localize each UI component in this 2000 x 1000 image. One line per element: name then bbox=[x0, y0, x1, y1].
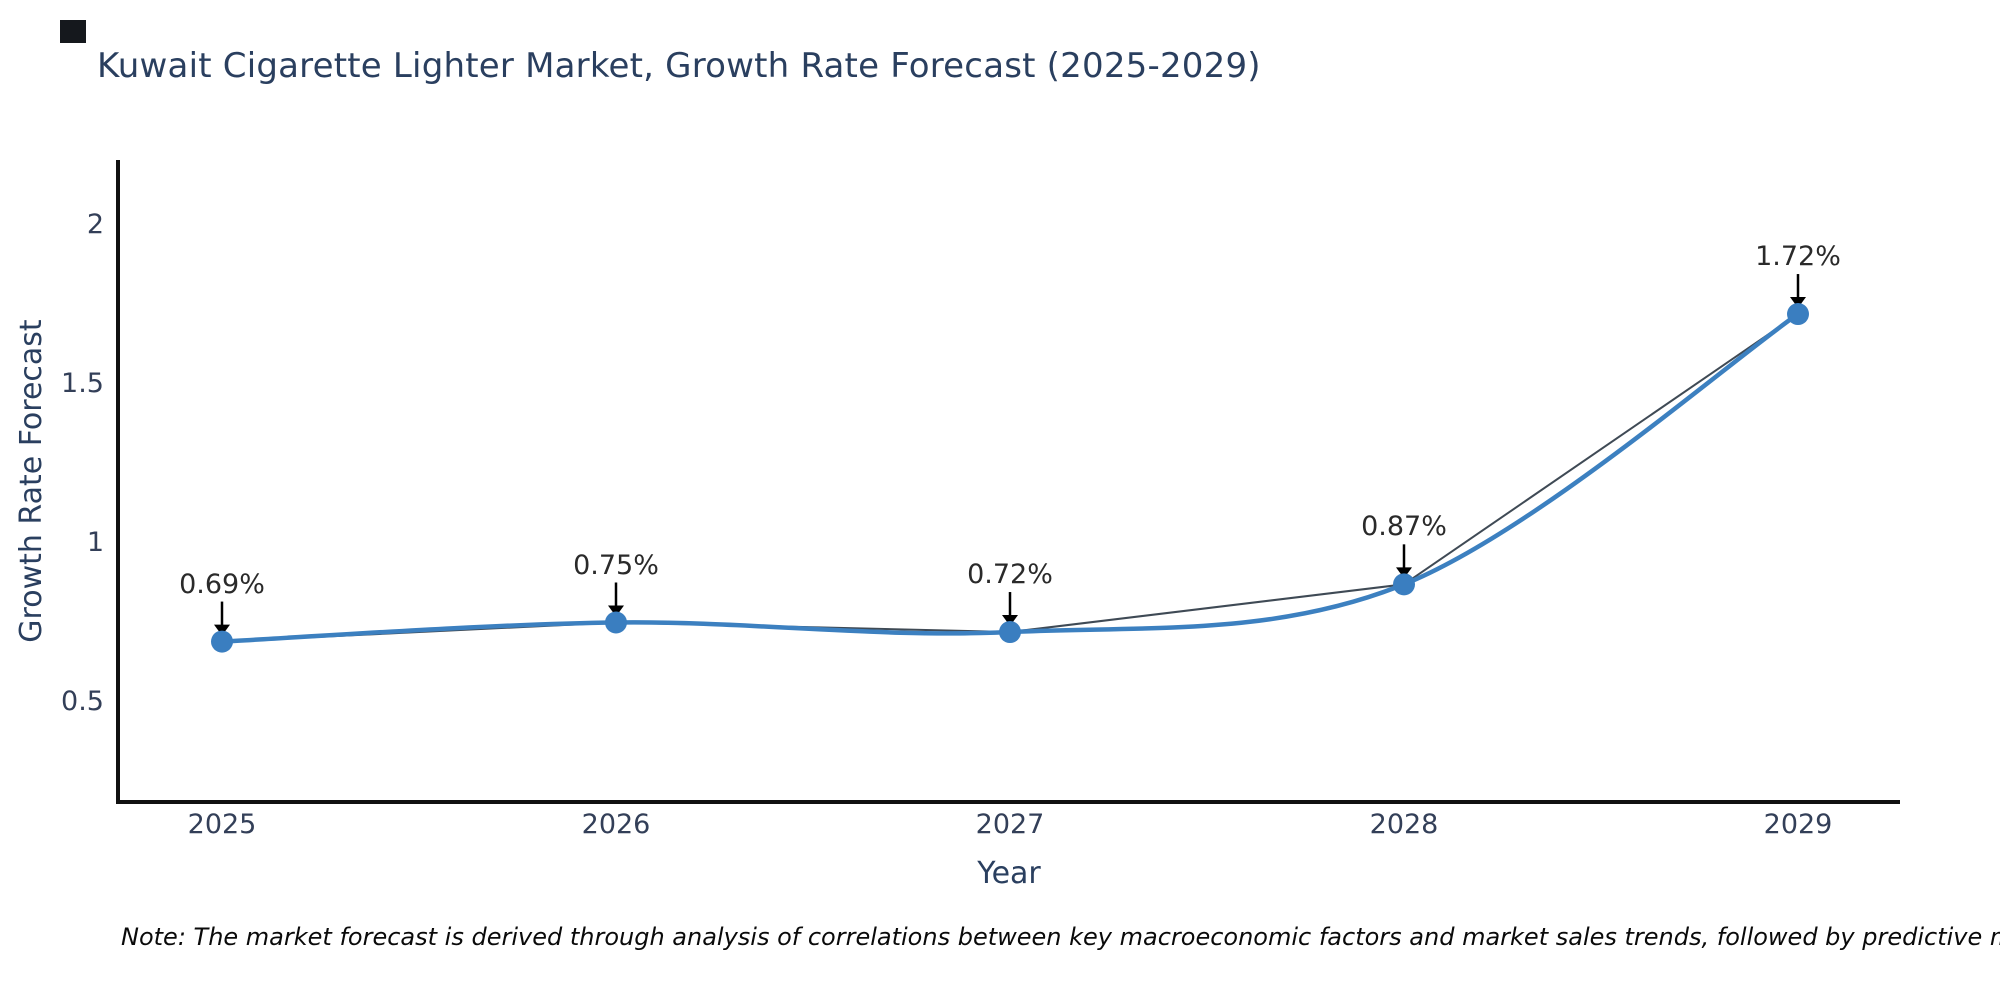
x-tick-2026: 2026 bbox=[581, 809, 651, 840]
annotation-arrow-head bbox=[608, 605, 624, 617]
annotation-arrow-head bbox=[1790, 297, 1806, 309]
x-tick-2025: 2025 bbox=[187, 809, 257, 840]
annotation-2028: 0.87% bbox=[1361, 511, 1447, 543]
annotation-2027: 0.72% bbox=[967, 559, 1053, 591]
x-tick-2027: 2027 bbox=[975, 809, 1045, 840]
annotation-2029: 1.72% bbox=[1755, 241, 1841, 273]
annotation-arrow-head bbox=[1002, 615, 1018, 627]
x-axis-title: Year bbox=[977, 856, 1041, 891]
chart-title: Kuwait Cigarette Lighter Market, Growth … bbox=[97, 46, 1261, 86]
annotation-2026: 0.75% bbox=[573, 549, 659, 581]
data-point-2028[interactable] bbox=[1393, 573, 1415, 596]
data-point-2025[interactable] bbox=[211, 630, 233, 653]
x-tick-2029: 2029 bbox=[1763, 809, 1833, 840]
data-point-2027[interactable] bbox=[999, 621, 1021, 644]
annotation-2025: 0.69% bbox=[179, 568, 265, 600]
screenshot-artifact-square bbox=[60, 20, 86, 43]
data-point-2029[interactable] bbox=[1787, 303, 1809, 326]
data-point-2026[interactable] bbox=[605, 611, 627, 634]
y-tick-1: 1 bbox=[86, 527, 104, 558]
y-axis-title: Growth Rate Forecast bbox=[14, 319, 49, 643]
y-tick-2: 2 bbox=[86, 209, 104, 240]
y-tick-0-5: 0.5 bbox=[61, 686, 104, 717]
footnote: Note: The market forecast is derived thr… bbox=[121, 923, 2000, 951]
annotation-arrow-head bbox=[1396, 567, 1412, 579]
x-tick-2028: 2028 bbox=[1369, 809, 1439, 840]
y-tick-1-5: 1.5 bbox=[61, 368, 104, 399]
annotation-arrow-head bbox=[214, 624, 230, 636]
